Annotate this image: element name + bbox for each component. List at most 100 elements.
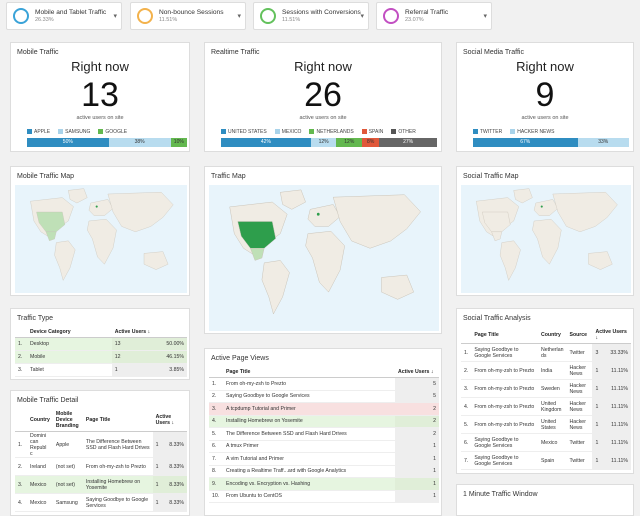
country: Sweden (537, 379, 567, 398)
column-header[interactable]: Active Users ↓ (111, 327, 187, 338)
table-row[interactable]: 10. From Ubuntu to CentOS 1 (209, 490, 439, 503)
table-row[interactable]: 7. Saying Goodbye to Google Services Spain… (461, 451, 631, 470)
row-index: 3. (209, 402, 223, 416)
mobile-detail-card: Mobile Traffic Detail Country Mobile Dev… (10, 390, 190, 516)
table-row[interactable]: 1. Desktop 13 50.00% (15, 337, 187, 351)
table-row[interactable]: 2. From oh-my-zsh to Prezto India Hacker Ne… (461, 361, 631, 380)
table-row[interactable]: 7. A vim Tutorial and Primer 1 (209, 452, 439, 466)
legend: UNITED STATES MEXICO NETHERLANDS SPAIN OTHER (221, 129, 416, 135)
active-users-pct: 3.85% (136, 363, 187, 377)
bar-segment: 67% (473, 138, 578, 147)
table-row[interactable]: 4. Installing Homebrew on Yosemite 2 (209, 415, 439, 428)
world-map[interactable] (15, 185, 187, 293)
table-row[interactable]: 3. A tcpdump Tutorial and Primer 2 (209, 402, 439, 416)
table-row[interactable]: 1. Domini can Republ c Apple The Differe… (15, 431, 187, 458)
row-index: 1. (15, 337, 27, 351)
row-index: 3. (15, 363, 27, 377)
row-index: 3. (15, 475, 27, 494)
segment-chip[interactable]: Sessions with Conversions 11.51% ▾ (253, 2, 369, 30)
column-header[interactable]: Active Users ↓ (152, 409, 187, 432)
table-row[interactable]: 1. Saying Goodbye to Google Services Nethe… (461, 343, 631, 362)
bar-segment: 10% (170, 138, 187, 147)
realtime-map-card: Traffic Map (204, 166, 442, 334)
active-pages-card: Active Page Views Page Title Active User… (204, 348, 442, 516)
country: Mexico (27, 493, 53, 512)
map-region (491, 231, 503, 242)
page-title: Installing Homebrew on Yosemite (82, 475, 153, 494)
table-row[interactable]: 9. Encoding vs. Encryption vs. Hashing 1 (209, 477, 439, 491)
legend-swatch (309, 129, 315, 134)
page-title: Creating a Realtime Traff...ard with Goo… (223, 465, 395, 478)
segment-chip[interactable]: Mobile and Tablet Traffic 26.33% ▾ (6, 2, 122, 30)
column-header[interactable]: Source (566, 327, 593, 344)
chevron-down-icon[interactable]: ▾ (360, 13, 364, 20)
active-users-pct: 11.11% (603, 451, 631, 470)
traffic-type-table: Device Category Active Users ↓ 1. Deskto… (15, 327, 187, 377)
card-title: Mobile Traffic Detail (17, 397, 79, 404)
column-header[interactable]: Active Users ↓ (395, 367, 439, 378)
table-row[interactable]: 4. From oh-my-zsh to Prezto United Kingdom… (461, 397, 631, 416)
row-index: 7. (461, 451, 472, 470)
table-row[interactable]: 2. Ireland (not set) From oh-my-zsh to P… (15, 457, 187, 476)
map-region (499, 240, 521, 281)
table-row[interactable]: 5. From oh-my-zsh to Prezto United States H… (461, 415, 631, 434)
row-index: 7. (209, 452, 223, 466)
country: Spain (537, 451, 567, 470)
stacked-bar: 50% 38% 10% (27, 138, 187, 147)
legend-swatch (58, 129, 64, 134)
page-title: A tcpdump Tutorial and Primer (223, 402, 395, 416)
table-row[interactable]: 6. A tmux Primer 1 (209, 440, 439, 453)
table-row[interactable]: 6. Saying Goodbye to Google Services Mexic… (461, 433, 631, 452)
active-users-pct: 11.11% (603, 379, 631, 398)
column-header[interactable]: Mobile Device Branding (52, 409, 83, 432)
column-header[interactable]: Country (27, 409, 53, 432)
page-title: From oh-my-zsh to Prezto (82, 457, 153, 476)
column-header[interactable]: Country (537, 327, 567, 344)
column-header[interactable]: Page Title (82, 409, 153, 432)
active-users-caption: active users on site (299, 115, 347, 121)
device-brand: Apple (52, 431, 83, 458)
segment-label: Mobile and Tablet Traffic (35, 9, 107, 17)
chevron-down-icon[interactable]: ▾ (483, 13, 487, 20)
active-users: 12 (111, 350, 137, 364)
legend-swatch (98, 129, 104, 134)
table-row[interactable]: 2. Mobile 12 46.15% (15, 350, 187, 364)
active-users: 1 (395, 465, 439, 478)
active-users-caption: active users on site (76, 115, 124, 121)
world-map[interactable] (209, 185, 439, 331)
table-row[interactable]: 3. From oh-my-zsh to Prezto Sweden Hacker N… (461, 379, 631, 398)
active-users: 2 (395, 427, 439, 441)
table-row[interactable]: 3. Mexico (not set) Installing Homebrew … (15, 475, 187, 494)
card-title: Realtime Traffic (211, 49, 260, 56)
table-row[interactable]: 2. Saying Goodbye to Google Services 5 (209, 390, 439, 403)
column-header[interactable]: Page Title (471, 327, 538, 344)
active-users: 1 (592, 451, 604, 470)
active-users-caption: active users on site (521, 115, 569, 121)
column-header[interactable]: Active Users ↓ (592, 327, 631, 344)
row-index: 9. (209, 477, 223, 491)
column-header[interactable]: Page Title (223, 367, 395, 378)
segment-chip[interactable]: Non-bounce Sessions 11.51% ▾ (130, 2, 246, 30)
chevron-down-icon[interactable]: ▾ (237, 13, 241, 20)
column-header[interactable]: Device Category (27, 327, 112, 338)
segment-chip[interactable]: Referral Traffic 23.07% ▾ (376, 2, 492, 30)
row-index: 2. (461, 361, 472, 380)
table-row[interactable]: 5. The Difference Between SSD and Flash H… (209, 427, 439, 441)
legend-item: APPLE (27, 129, 50, 135)
card-title: Social Traffic Analysis (463, 315, 531, 322)
page-title: A tmux Primer (223, 440, 395, 453)
chevron-down-icon[interactable]: ▾ (113, 13, 117, 20)
table-row[interactable]: 8. Creating a Realtime Traff...ard with G… (209, 465, 439, 478)
legend-label: OTHER (398, 129, 416, 135)
source: Twitter (566, 433, 593, 452)
row-index: 1. (15, 431, 27, 458)
table-row[interactable]: 4. Mexico Samsung Saying Goodbye to Goog… (15, 493, 187, 512)
row-index: 4. (461, 397, 472, 416)
world-map[interactable] (461, 185, 631, 293)
map-region (305, 230, 345, 293)
card-title: Mobile Traffic Map (17, 173, 75, 180)
map-marker (540, 205, 543, 208)
table-row[interactable]: 3. Tablet 1 3.85% (15, 363, 187, 377)
active-users: 1 (592, 415, 604, 434)
table-row[interactable]: 1. From oh-my-zsh to Prezto 5 (209, 377, 439, 391)
